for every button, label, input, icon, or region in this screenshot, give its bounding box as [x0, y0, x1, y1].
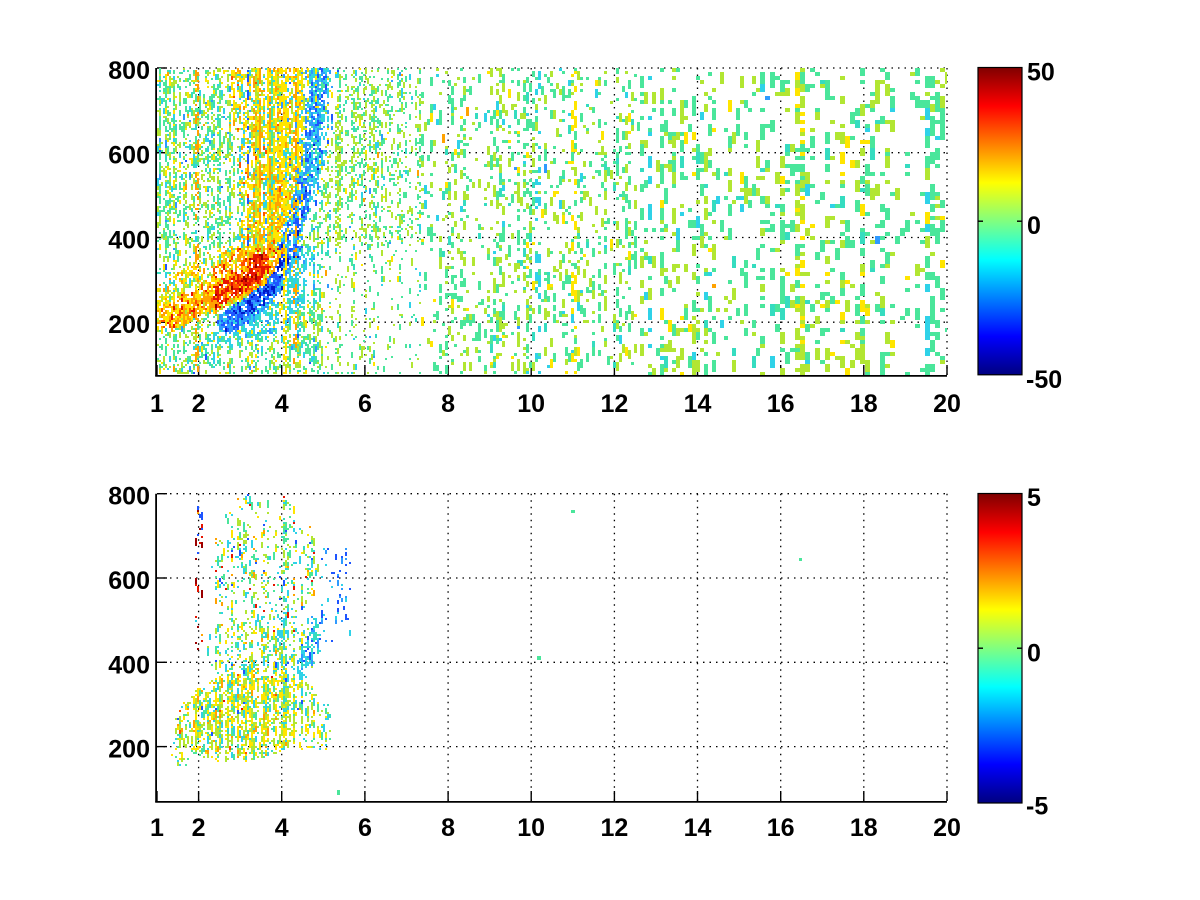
svg-text:200: 200 [108, 311, 150, 339]
svg-text:12: 12 [600, 390, 628, 418]
svg-text:400: 400 [108, 651, 150, 679]
svg-text:18: 18 [850, 814, 878, 842]
svg-text:8: 8 [441, 390, 455, 418]
svg-text:5: 5 [1027, 484, 1041, 512]
svg-text:20: 20 [933, 814, 961, 842]
svg-text:20: 20 [933, 390, 961, 418]
svg-text:10: 10 [517, 390, 545, 418]
svg-text:0: 0 [1027, 639, 1041, 667]
svg-text:2: 2 [192, 814, 206, 842]
svg-text:50: 50 [1027, 59, 1055, 87]
svg-text:200: 200 [108, 736, 150, 764]
svg-text:1: 1 [150, 814, 164, 842]
svg-text:4: 4 [275, 390, 289, 418]
svg-text:6: 6 [358, 814, 372, 842]
svg-text:6: 6 [358, 390, 372, 418]
svg-text:400: 400 [108, 227, 150, 255]
svg-text:14: 14 [684, 390, 712, 418]
svg-text:16: 16 [767, 390, 795, 418]
svg-text:8: 8 [441, 814, 455, 842]
svg-text:2: 2 [192, 390, 206, 418]
svg-text:10: 10 [517, 814, 545, 842]
svg-text:800: 800 [108, 483, 150, 511]
svg-text:18: 18 [850, 390, 878, 418]
svg-text:12: 12 [600, 814, 628, 842]
svg-text:-50: -50 [1026, 366, 1062, 394]
svg-text:16: 16 [767, 814, 795, 842]
svg-text:1: 1 [150, 390, 164, 418]
svg-text:0: 0 [1027, 212, 1041, 240]
svg-text:600: 600 [108, 567, 150, 595]
svg-text:14: 14 [684, 814, 712, 842]
svg-text:800: 800 [108, 57, 150, 85]
svg-text:4: 4 [275, 814, 289, 842]
svg-text:-5: -5 [1026, 793, 1048, 821]
svg-text:600: 600 [108, 142, 150, 170]
